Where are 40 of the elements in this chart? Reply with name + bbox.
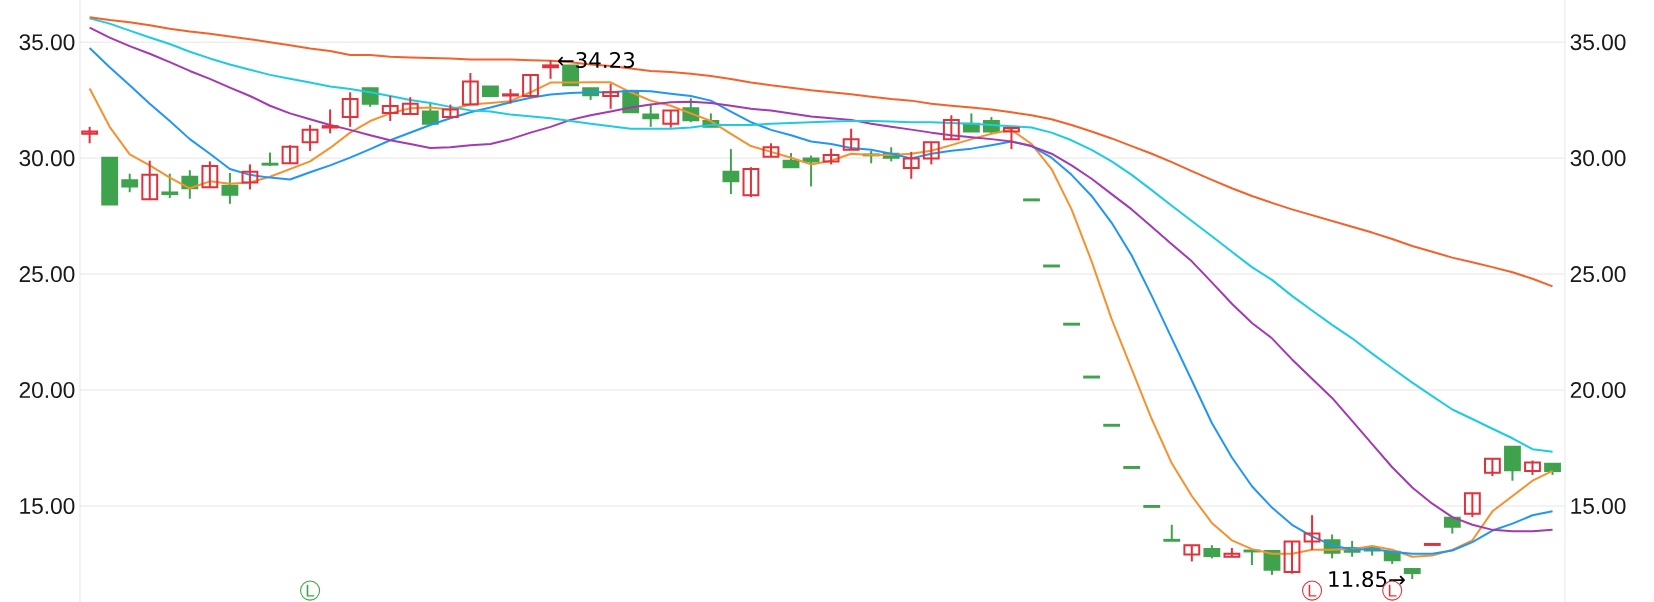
candlestick (1003, 127, 1020, 151)
candlestick (942, 114, 960, 141)
candlestick (281, 144, 299, 165)
y-tick-label: 15.00 (20, 497, 75, 515)
candlestick (461, 72, 479, 106)
y-tick-label: 35.00 (19, 34, 75, 51)
candlestick (1303, 514, 1321, 551)
candlestick (341, 91, 359, 128)
candlestick (381, 94, 399, 123)
annotation: L (306, 584, 315, 597)
y2-tick-label: 30.00 (1570, 150, 1626, 167)
candlestick (642, 103, 660, 128)
candlestick (301, 123, 319, 152)
candlestick (141, 159, 159, 201)
candlestick (321, 108, 339, 135)
candlestick (722, 148, 740, 196)
y-tick-label: 20.00 (19, 382, 75, 399)
candlestick (522, 73, 539, 97)
candlestick (121, 172, 139, 194)
annotation: ←34.23 (557, 51, 635, 69)
candlestick (221, 171, 239, 205)
candlestick (842, 127, 860, 151)
y-tick-label: 25.00 (19, 266, 75, 283)
candlestick (1504, 445, 1521, 482)
candlestick (201, 160, 219, 189)
annotation: L (1308, 584, 1317, 597)
y2-tick-label: 25.00 (1570, 266, 1626, 283)
candlestick (902, 150, 920, 180)
candlestick (241, 163, 259, 191)
candlestick (1463, 492, 1481, 519)
candlestick (1283, 540, 1301, 575)
y2-tick-label: 35.00 (1570, 34, 1626, 51)
candlestick (922, 141, 940, 166)
candlestick (742, 166, 760, 199)
candlestick (542, 59, 559, 80)
candlestick (161, 172, 179, 200)
y2-tick-label: 20.00 (1570, 382, 1626, 399)
y-tick-label: 30.00 (19, 150, 75, 167)
candlestick (602, 82, 620, 110)
y2-tick-label: 15.00 (1571, 497, 1626, 515)
